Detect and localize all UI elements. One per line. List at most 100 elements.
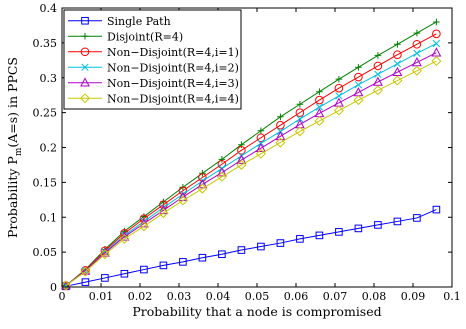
- data-point-single-path: [413, 214, 421, 222]
- y-tick-label: 0.1: [40, 211, 58, 224]
- data-point-non-disjoint-r-4-i-4: [119, 233, 130, 244]
- data-point-non-disjoint-r-4-i-3: [372, 76, 383, 86]
- data-point-non-disjoint-r-4-i-3: [255, 142, 266, 152]
- data-point-non-disjoint-r-4-i-1: [276, 120, 285, 130]
- y-tick-label: 0.2: [40, 142, 58, 155]
- legend-item-non-disjoint-r-4-i-3: Non−Disjoint(R=4,i=3): [68, 77, 239, 90]
- legend-label: Disjoint(R=4): [107, 30, 183, 43]
- data-point-non-disjoint-r-4-i-3: [60, 280, 71, 290]
- data-point-non-disjoint-r-4-i-4: [353, 95, 364, 106]
- x-tick-label: 0.07: [323, 290, 348, 303]
- legend-label: Single Path: [107, 15, 171, 28]
- data-point-non-disjoint-r-4-i-1: [295, 108, 305, 117]
- data-point-single-path: [432, 205, 441, 214]
- data-point-non-disjoint-r-4-i-4: [216, 171, 227, 182]
- data-point-non-disjoint-r-4-i-4: [177, 195, 188, 206]
- legend-label: Non−Disjoint(R=4,i=3): [107, 77, 239, 90]
- data-point-single-path: [354, 224, 363, 233]
- data-point-single-path: [315, 231, 324, 240]
- data-point-single-path: [159, 261, 168, 270]
- data-point-non-disjoint-r-4-i-4: [158, 208, 169, 219]
- data-point-single-path: [179, 258, 187, 266]
- data-point-non-disjoint-r-4-i-3: [236, 154, 247, 164]
- legend-box: [63, 9, 242, 110]
- data-point-disjoint-r-4: [335, 75, 343, 83]
- x-tick-label: 0.09: [401, 290, 426, 303]
- y-axis-label-subscript: m: [14, 147, 24, 156]
- data-point-non-disjoint-r-4-i-3: [392, 66, 403, 76]
- data-point-non-disjoint-r-4-i-1: [237, 145, 246, 155]
- legend-swatch-marker: [80, 47, 90, 57]
- data-point-non-disjoint-r-4-i-4: [255, 148, 266, 159]
- data-point-non-disjoint-r-4-i-1: [256, 133, 266, 143]
- data-point-non-disjoint-r-4-i-4: [197, 183, 208, 194]
- y-axis-label-rest: (A=s) in PPCS: [5, 57, 20, 148]
- data-point-non-disjoint-r-4-i-4: [138, 221, 149, 232]
- data-point-non-disjoint-r-4-i-1: [334, 83, 344, 93]
- data-point-non-disjoint-r-4-i-1: [432, 29, 441, 39]
- legend-label: Non−Disjoint(R=4,i=1): [107, 46, 239, 59]
- data-point-single-path: [393, 217, 402, 226]
- y-tick-label: 0: [50, 281, 57, 294]
- data-point-single-path: [81, 278, 90, 286]
- data-point-non-disjoint-r-4-i-1: [315, 95, 324, 105]
- data-point-non-disjoint-r-4-i-2: [374, 70, 382, 78]
- legend-item-non-disjoint-r-4-i-1: Non−Disjoint(R=4,i=1): [68, 46, 239, 59]
- data-point-single-path: [237, 246, 246, 254]
- data-point-single-path: [140, 265, 148, 274]
- data-point-non-disjoint-r-4-i-4: [99, 249, 110, 260]
- data-point-single-path: [257, 242, 265, 251]
- data-point-single-path: [120, 269, 129, 278]
- legend: Single Path Disjoint(R=4) Non−Disjoint(R=4…: [63, 9, 242, 110]
- data-point-single-path: [296, 235, 304, 243]
- data-point-non-disjoint-r-4-i-4: [411, 65, 422, 76]
- x-tick-label: 0.06: [284, 290, 309, 303]
- data-point-non-disjoint-r-4-i-2: [335, 92, 343, 100]
- data-point-single-path: [276, 239, 285, 247]
- data-point-non-disjoint-r-4-i-2: [315, 103, 324, 111]
- data-point-single-path: [218, 250, 226, 259]
- data-point-non-disjoint-r-4-i-4: [431, 56, 442, 67]
- series-single-path: [62, 205, 441, 291]
- legend-swatch-marker: [79, 93, 91, 104]
- x-tick-label: 0.05: [245, 290, 270, 303]
- data-point-non-disjoint-r-4-i-1: [393, 50, 402, 60]
- y-tick-label: 0.3: [40, 72, 58, 85]
- y-tick-label: 0.35: [33, 37, 58, 50]
- legend-label: Non−Disjoint(R=4,i=4): [107, 92, 239, 105]
- data-point-single-path: [335, 228, 343, 236]
- plot-marks: [60, 18, 442, 291]
- data-point-disjoint-r-4: [257, 127, 265, 135]
- data-point-non-disjoint-r-4-i-4: [80, 266, 91, 277]
- data-point-disjoint-r-4: [374, 52, 382, 59]
- legend-item-non-disjoint-r-4-i-2: Non−Disjoint(R=4,i=2): [68, 61, 239, 74]
- data-point-non-disjoint-r-4-i-4: [60, 280, 71, 291]
- data-point-non-disjoint-r-4-i-2: [354, 81, 363, 89]
- data-point-non-disjoint-r-4-i-4: [236, 159, 247, 170]
- data-point-non-disjoint-r-4-i-2: [413, 49, 421, 57]
- x-tick-label: 0.1: [443, 290, 461, 303]
- legend-item-single-path: Single Path: [68, 15, 171, 28]
- data-point-non-disjoint-r-4-i-4: [392, 75, 403, 86]
- y-axis-label-main: Probability P: [5, 156, 20, 238]
- legend-swatch-marker: [81, 32, 89, 40]
- data-point-non-disjoint-r-4-i-3: [431, 47, 442, 57]
- x-tick-label: 0: [59, 290, 66, 303]
- data-point-disjoint-r-4: [218, 156, 226, 163]
- series-non-disjoint-r-4-i-2: [62, 39, 441, 290]
- data-point-non-disjoint-r-4-i-3: [411, 57, 422, 67]
- data-point-single-path: [198, 253, 207, 262]
- y-tick-label: 0.15: [33, 176, 58, 189]
- series-line-non-disjoint-r-4-i-2: [65, 43, 437, 287]
- data-point-non-disjoint-r-4-i-4: [294, 126, 305, 137]
- legend-swatch-marker: [81, 16, 89, 25]
- series-line-disjoint-r-4: [65, 21, 437, 286]
- x-tick-label: 0.02: [128, 290, 153, 303]
- y-tick-label: 0.05: [33, 246, 58, 259]
- data-point-non-disjoint-r-4-i-4: [372, 85, 383, 96]
- data-point-non-disjoint-r-4-i-4: [333, 105, 344, 116]
- data-point-non-disjoint-r-4-i-1: [412, 39, 422, 49]
- legend-swatch-marker: [81, 63, 89, 71]
- data-point-non-disjoint-r-4-i-3: [275, 130, 286, 141]
